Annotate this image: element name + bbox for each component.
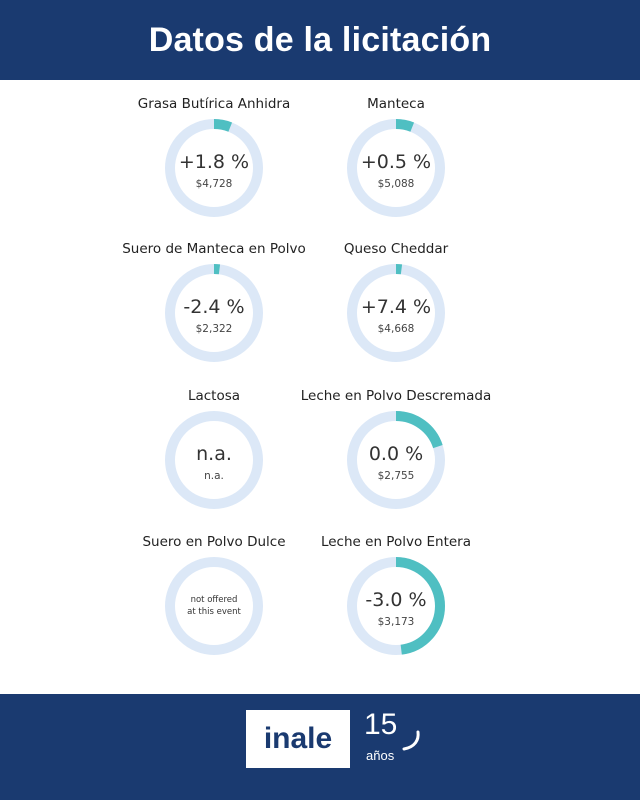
card-suero-dulce: Suero en Polvo Dulce not offered at this… (104, 534, 324, 680)
card-manteca: Manteca +0.5 % $5,088 (286, 96, 506, 242)
donut-ring (165, 411, 263, 509)
price-label: $2,322 (195, 323, 233, 335)
product-name: Grasa Butírica Anhidra (137, 96, 291, 112)
ring-track (165, 557, 263, 655)
change-percent: +1.8 % (178, 151, 250, 173)
change-percent: -2.4 % (183, 296, 245, 318)
card-leche-descremada: Leche en Polvo Descremada 0.0 % $2,755 (286, 388, 506, 534)
price-label: $2,755 (377, 470, 415, 482)
price-label: $3,173 (377, 616, 415, 628)
footer-banner: inale 15 años (0, 694, 640, 800)
ring-fill (165, 264, 263, 362)
product-name: Manteca (367, 96, 425, 112)
change-percent: 0.0 % (368, 443, 424, 465)
donut-ring (165, 557, 263, 655)
change-percent: -3.0 % (365, 589, 427, 611)
anniversary-badge: 15 años (360, 708, 430, 768)
header-banner: Datos de la licitación (0, 0, 640, 80)
anniversary-number: 15 (364, 708, 398, 741)
ring-fill (347, 411, 445, 509)
not-offered-note: not offered at this event (184, 594, 244, 618)
product-name: Suero en Polvo Dulce (142, 534, 286, 550)
product-name: Leche en Polvo Entera (320, 534, 472, 550)
ring-track (165, 411, 263, 509)
logo-text: inale (263, 722, 333, 755)
note-line-2: at this event (187, 607, 241, 617)
card-queso-cheddar: Queso Cheddar +7.4 % $4,668 (286, 241, 506, 387)
change-percent: +0.5 % (360, 151, 432, 173)
page-title: Datos de la licitación (148, 21, 492, 59)
product-name: Queso Cheddar (343, 241, 449, 257)
ring-fill (165, 119, 263, 217)
card-leche-entera: Leche en Polvo Entera -3.0 % $3,173 (286, 534, 506, 680)
card-grasa-butirica: Grasa Butírica Anhidra +1.8 % $4,728 (104, 96, 324, 242)
product-name: Lactosa (187, 388, 241, 404)
ring-fill (347, 557, 445, 655)
donut-ring (165, 264, 263, 362)
change-percent: +7.4 % (360, 296, 432, 318)
card-suero-manteca: Suero de Manteca en Polvo -2.4 % $2,322 (104, 241, 324, 387)
price-label: n.a. (204, 470, 224, 482)
product-name: Leche en Polvo Descremada (300, 388, 492, 404)
donut-ring (347, 411, 445, 509)
card-lactosa: Lactosa n.a. n.a. (104, 388, 324, 534)
note-line-1: not offered (190, 595, 238, 605)
price-label: $4,668 (377, 323, 415, 335)
donut-ring (347, 264, 445, 362)
price-label: $4,728 (195, 178, 233, 190)
ring-fill (347, 264, 445, 362)
inale-logo: inale (246, 710, 350, 768)
donut-ring (347, 119, 445, 217)
anniversary-word: años (366, 748, 395, 763)
donut-ring (347, 557, 445, 655)
product-name: Suero de Manteca en Polvo (122, 241, 306, 257)
ring-fill (347, 119, 445, 217)
change-percent: n.a. (196, 443, 232, 465)
donut-ring (165, 119, 263, 217)
swoosh-icon (402, 730, 420, 751)
price-label: $5,088 (377, 178, 415, 190)
